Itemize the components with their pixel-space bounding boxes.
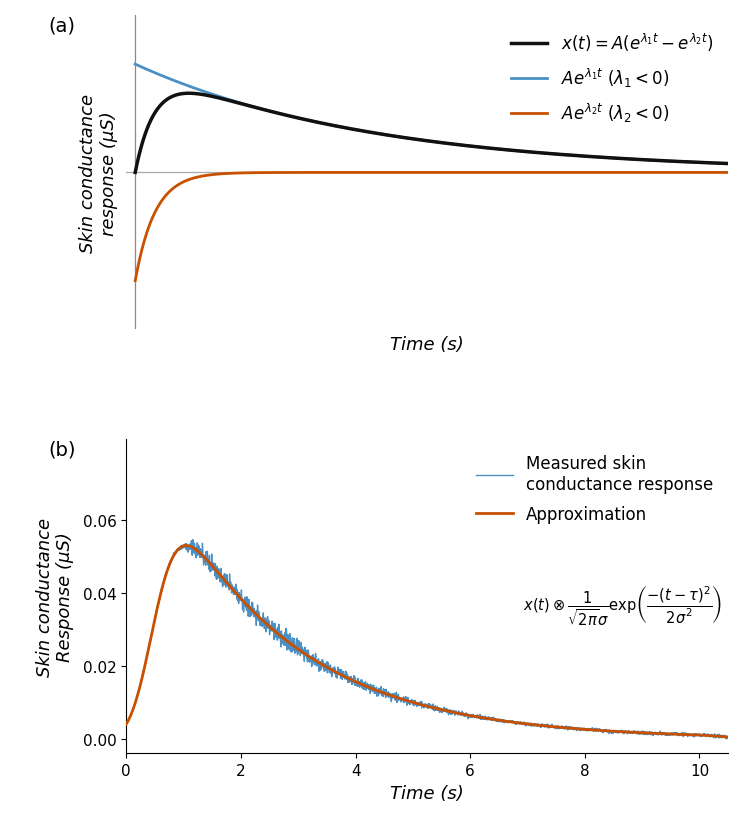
Text: (b): (b) bbox=[48, 440, 76, 459]
Y-axis label: Skin conductance
Response (μS): Skin conductance Response (μS) bbox=[36, 517, 74, 676]
$Ae^{\lambda_2 t}$ ($\lambda_2 < 0$) bbox=[384, 168, 393, 178]
Measured skin
conductance response bbox=[724, 731, 733, 741]
Measured skin
conductance response bbox=[198, 547, 207, 557]
Line: $Ae^{\lambda_2 t}$ ($\lambda_2 < 0$): $Ae^{\lambda_2 t}$ ($\lambda_2 < 0$) bbox=[135, 173, 728, 282]
$Ae^{\lambda_2 t}$ ($\lambda_2 < 0$) bbox=[724, 168, 733, 178]
Measured skin
conductance response bbox=[722, 734, 731, 744]
$Ae^{\lambda_2 t}$ ($\lambda_2 < 0$) bbox=[131, 277, 140, 287]
$x(t) = A(e^{\lambda_1 t} - e^{\lambda_2 t})$ bbox=[724, 160, 733, 170]
Line: Approximation: Approximation bbox=[126, 545, 728, 737]
$Ae^{\lambda_1 t}$ ($\lambda_1 < 0$) bbox=[131, 60, 140, 70]
Text: (a): (a) bbox=[48, 16, 75, 35]
Approximation bbox=[231, 588, 240, 598]
$Ae^{\lambda_1 t}$ ($\lambda_1 < 0$) bbox=[648, 156, 657, 166]
$x(t) = A(e^{\lambda_1 t} - e^{\lambda_2 t})$ bbox=[384, 131, 393, 141]
Measured skin
conductance response bbox=[231, 582, 240, 592]
Approximation bbox=[473, 712, 481, 722]
$Ae^{\lambda_1 t}$ ($\lambda_1 < 0$) bbox=[724, 160, 733, 170]
$x(t) = A(e^{\lambda_1 t} - e^{\lambda_2 t})$ bbox=[184, 89, 193, 99]
Y-axis label: Skin conductance
response (μS): Skin conductance response (μS) bbox=[80, 93, 118, 253]
$Ae^{\lambda_1 t}$ ($\lambda_1 < 0$) bbox=[233, 98, 242, 108]
Approximation bbox=[684, 730, 692, 740]
$Ae^{\lambda_2 t}$ ($\lambda_2 < 0$) bbox=[712, 168, 721, 178]
$Ae^{\lambda_1 t}$ ($\lambda_1 < 0$) bbox=[358, 127, 367, 137]
Line: Measured skin
conductance response: Measured skin conductance response bbox=[126, 540, 728, 739]
$Ae^{\lambda_2 t}$ ($\lambda_2 < 0$) bbox=[358, 168, 367, 178]
Measured skin
conductance response bbox=[189, 535, 198, 545]
Approximation bbox=[239, 596, 247, 606]
X-axis label: Time (s): Time (s) bbox=[390, 336, 464, 354]
$x(t) = A(e^{\lambda_1 t} - e^{\lambda_2 t})$ bbox=[713, 159, 721, 169]
Text: $x(t)\otimes\dfrac{1}{\sqrt{2\pi}\sigma}\exp\!\left(\dfrac{-(t-\tau)^2}{2\sigma^: $x(t)\otimes\dfrac{1}{\sqrt{2\pi}\sigma}… bbox=[523, 584, 722, 627]
Measured skin
conductance response bbox=[684, 730, 692, 740]
$Ae^{\lambda_1 t}$ ($\lambda_1 < 0$) bbox=[198, 87, 207, 97]
Measured skin
conductance response bbox=[272, 626, 281, 636]
Approximation bbox=[122, 719, 131, 729]
Measured skin
conductance response bbox=[122, 719, 131, 729]
Approximation bbox=[272, 628, 281, 638]
$x(t) = A(e^{\lambda_1 t} - e^{\lambda_2 t})$ bbox=[131, 168, 140, 178]
Approximation bbox=[724, 732, 733, 742]
Legend: Measured skin
conductance response, Approximation: Measured skin conductance response, Appr… bbox=[470, 448, 720, 530]
Measured skin
conductance response bbox=[239, 600, 247, 609]
$x(t) = A(e^{\lambda_1 t} - e^{\lambda_2 t})$ bbox=[198, 91, 207, 101]
$Ae^{\lambda_2 t}$ ($\lambda_2 < 0$) bbox=[648, 168, 657, 178]
Line: $x(t) = A(e^{\lambda_1 t} - e^{\lambda_2 t})$: $x(t) = A(e^{\lambda_1 t} - e^{\lambda_2… bbox=[135, 94, 728, 173]
Legend: $x(t) = A(e^{\lambda_1 t} - e^{\lambda_2 t})$, $Ae^{\lambda_1 t}$ ($\lambda_1 < : $x(t) = A(e^{\lambda_1 t} - e^{\lambda_2… bbox=[504, 25, 720, 132]
$x(t) = A(e^{\lambda_1 t} - e^{\lambda_2 t})$ bbox=[234, 99, 243, 109]
Approximation bbox=[181, 541, 190, 550]
Approximation bbox=[198, 551, 207, 561]
$Ae^{\lambda_2 t}$ ($\lambda_2 < 0$) bbox=[233, 169, 242, 179]
$x(t) = A(e^{\lambda_1 t} - e^{\lambda_2 t})$ bbox=[649, 156, 658, 166]
X-axis label: Time (s): Time (s) bbox=[390, 784, 464, 802]
$Ae^{\lambda_1 t}$ ($\lambda_1 < 0$) bbox=[712, 159, 721, 169]
Measured skin
conductance response bbox=[473, 712, 481, 722]
Line: $Ae^{\lambda_1 t}$ ($\lambda_1 < 0$): $Ae^{\lambda_1 t}$ ($\lambda_1 < 0$) bbox=[135, 65, 728, 165]
$Ae^{\lambda_2 t}$ ($\lambda_2 < 0$) bbox=[198, 172, 207, 182]
$x(t) = A(e^{\lambda_1 t} - e^{\lambda_2 t})$ bbox=[358, 127, 367, 137]
$Ae^{\lambda_1 t}$ ($\lambda_1 < 0$) bbox=[384, 131, 393, 141]
